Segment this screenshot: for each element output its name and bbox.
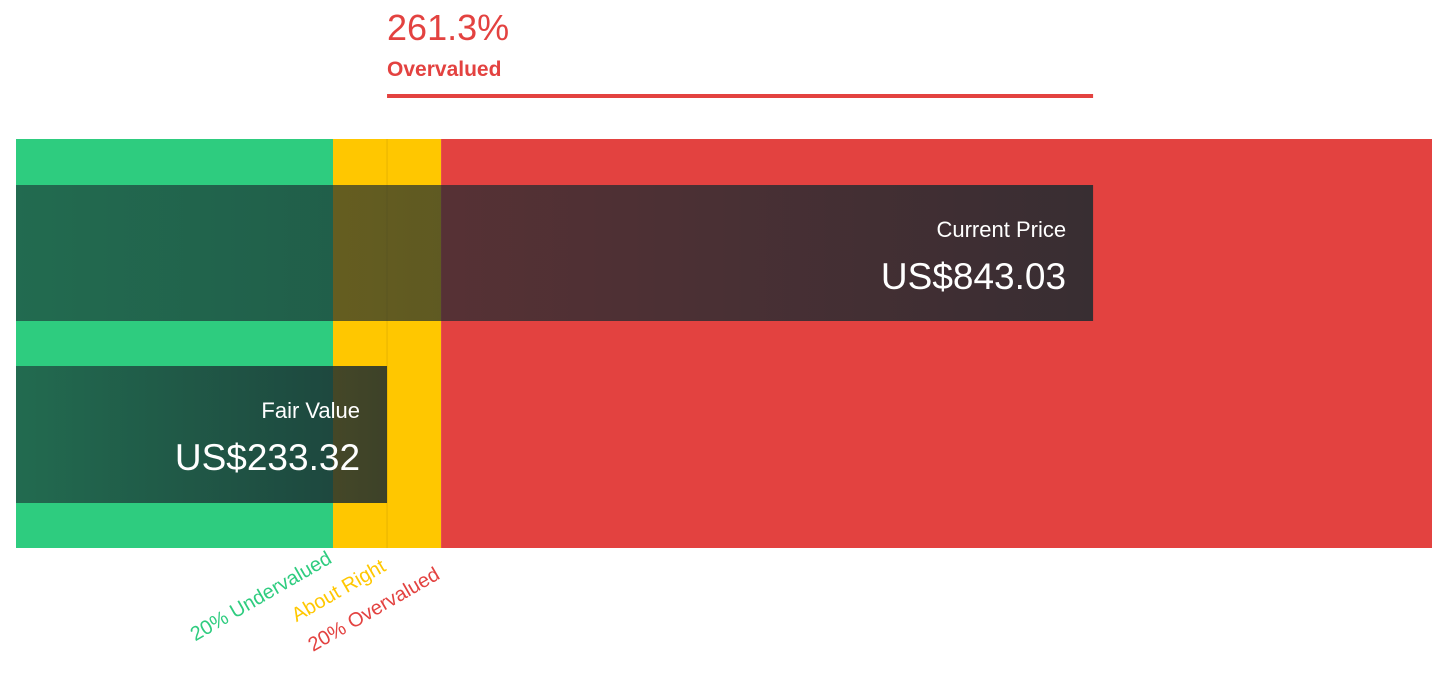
value-bar [16, 185, 1094, 321]
bar-label: Current Price [936, 217, 1066, 242]
annotation-value: 261.3% [387, 7, 509, 48]
value-bar [16, 366, 388, 503]
bar-value: US$233.32 [175, 437, 360, 478]
bar-label: Fair Value [261, 398, 360, 423]
annotation-text: Overvalued [387, 58, 501, 81]
bar-value: US$843.03 [881, 256, 1066, 297]
